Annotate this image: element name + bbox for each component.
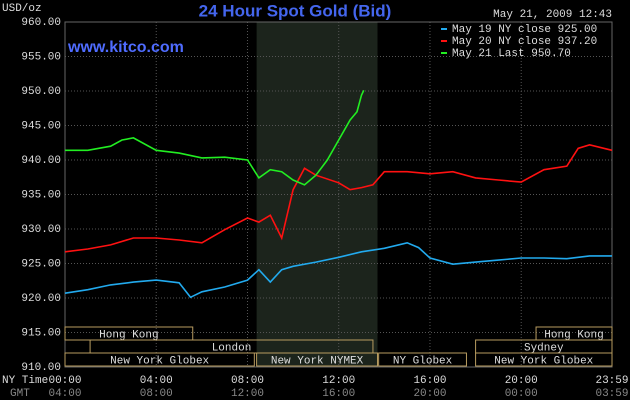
x2-tick-label: 00:00 bbox=[505, 388, 538, 400]
y-tick-label: 935.00 bbox=[21, 189, 61, 201]
y-tick-label: 960.00 bbox=[21, 17, 61, 29]
y-tick-label: 940.00 bbox=[21, 155, 61, 167]
y-tick-label: 915.00 bbox=[21, 327, 61, 339]
session-box bbox=[378, 352, 467, 367]
session-label: NY Globex bbox=[393, 355, 453, 367]
x-tick-label: 08:00 bbox=[231, 375, 264, 387]
x-tick-label: 20:00 bbox=[505, 375, 538, 387]
x2-tick-label: 12:00 bbox=[231, 388, 264, 400]
y-tick-label: 950.00 bbox=[21, 86, 61, 98]
session-box bbox=[475, 352, 613, 367]
y-tick-label: 920.00 bbox=[21, 293, 61, 305]
y-tick-label: 945.00 bbox=[21, 120, 61, 132]
x2-axis-label: GMT bbox=[10, 388, 30, 400]
x-tick-label: 04:00 bbox=[140, 375, 173, 387]
x-axis-label: NY Time bbox=[2, 375, 48, 387]
price-line bbox=[64, 143, 613, 253]
chart-title: 24 Hour Spot Gold (Bid) bbox=[199, 1, 392, 20]
session-label: Sydney bbox=[524, 342, 564, 354]
session-label: New York Globex bbox=[494, 355, 593, 367]
x-tick-label: 12:00 bbox=[322, 375, 355, 387]
session-box bbox=[64, 352, 255, 367]
legend-label: May 20 NY close 937.20 bbox=[452, 36, 597, 48]
watermark: www.kitco.com bbox=[67, 39, 184, 56]
x2-tick-label: 20:00 bbox=[413, 388, 446, 400]
price-line bbox=[65, 89, 365, 186]
x2-tick-label: 08:00 bbox=[140, 388, 173, 400]
session-label: Hong Kong bbox=[99, 329, 158, 341]
y-axis-label: USD/oz bbox=[2, 3, 42, 15]
legend-label: May 21 Last 950.70 bbox=[452, 48, 571, 60]
x2-tick-label: 03:59 bbox=[595, 388, 628, 400]
legend-label: May 19 NY close 925.00 bbox=[452, 24, 597, 36]
session-label: London bbox=[212, 342, 252, 354]
x2-tick-label: 16:00 bbox=[322, 388, 355, 400]
y-tick-label: 910.00 bbox=[21, 362, 61, 374]
price-line bbox=[64, 241, 612, 299]
timestamp: May 21, 2009 12:43 bbox=[493, 9, 612, 21]
session-label: New York Globex bbox=[110, 355, 209, 367]
y-tick-label: 930.00 bbox=[21, 224, 61, 236]
plot-frame bbox=[64, 21, 613, 368]
x2-tick-label: 04:00 bbox=[48, 388, 81, 400]
session-label: New York NYMEX bbox=[271, 355, 364, 367]
x-tick-label: 00:00 bbox=[48, 375, 81, 387]
y-tick-label: 955.00 bbox=[21, 51, 61, 63]
x-tick-label: 23:59 bbox=[595, 375, 628, 387]
session-label: Hong Kong bbox=[544, 329, 603, 341]
x-tick-label: 16:00 bbox=[413, 375, 446, 387]
y-tick-label: 925.00 bbox=[21, 258, 61, 270]
session-box bbox=[256, 352, 379, 367]
